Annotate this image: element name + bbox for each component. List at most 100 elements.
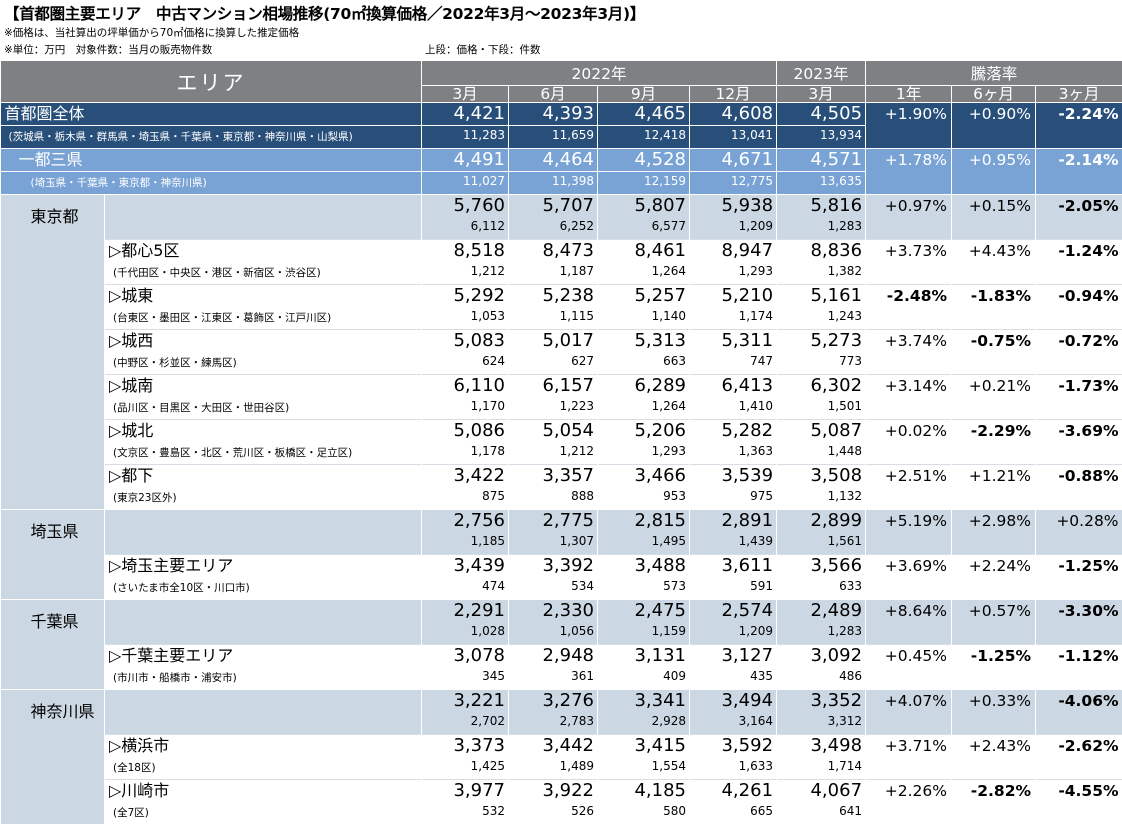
count-cell: 11,027 [422,172,509,195]
subarea-label: ▷城南 [105,375,422,398]
count-cell: 1,293 [598,442,690,465]
subarea-sublabel: (千代田区・中央区・港区・新宿区・渋谷区) [105,262,422,285]
count-cell: 1,554 [598,757,690,780]
area-label: 一都三県 [1,149,422,172]
price-cell: 4,505 [777,103,866,126]
change-rate-cell: +0.02% [866,420,952,465]
price-cell: 5,086 [422,420,509,443]
count-cell: 2,783 [509,712,598,735]
price-cell: 5,282 [690,420,777,443]
count-cell: 1,185 [422,532,509,555]
change-rate-cell: -1.73% [1036,375,1122,420]
change-rate-cell: +4.07% [866,690,952,735]
change-rate-cell: +0.28% [1036,510,1122,555]
header-area: エリア [1,61,422,103]
change-rate-cell: +2.24% [952,555,1036,600]
change-rate-cell: +0.21% [952,375,1036,420]
price-cell: 5,807 [598,195,690,218]
count-cell: 345 [422,667,509,690]
price-cell: 3,566 [777,555,866,578]
change-rate-cell: +0.33% [952,690,1036,735]
change-rate-cell: +2.51% [866,465,952,510]
count-cell: 1,174 [690,307,777,330]
change-rate-cell: +8.64% [866,600,952,645]
price-cell: 2,330 [509,600,598,623]
count-cell: 526 [509,802,598,824]
price-cell: 8,461 [598,240,690,263]
count-cell: 1,159 [598,622,690,645]
label-spacer [105,510,422,533]
count-cell: 1,501 [777,397,866,420]
price-cell: 5,760 [422,195,509,218]
price-cell: 2,815 [598,510,690,533]
count-cell: 641 [777,802,866,824]
price-cell: 3,276 [509,690,598,713]
header-month: 9月 [598,86,690,103]
header-period: 6ヶ月 [952,86,1036,103]
change-rate-cell: +0.95% [952,149,1036,195]
change-rate-cell: +1.78% [866,149,952,195]
change-rate-cell: +2.98% [952,510,1036,555]
price-cell: 3,592 [690,735,777,758]
count-cell: 624 [422,352,509,375]
subarea-sublabel: (全7区) [105,802,422,824]
price-cell: 3,415 [598,735,690,758]
count-cell: 3,312 [777,712,866,735]
change-rate-cell: +3.74% [866,330,952,375]
price-cell: 5,273 [777,330,866,353]
change-rate-cell: -3.30% [1036,600,1122,645]
price-cell: 3,442 [509,735,598,758]
price-cell: 5,087 [777,420,866,443]
change-rate-cell: +3.73% [866,240,952,285]
change-rate-cell: +1.21% [952,465,1036,510]
price-cell: 6,289 [598,375,690,398]
change-rate-cell: -1.12% [1036,645,1122,690]
header-change-rate: 騰落率 [866,61,1122,86]
count-cell: 534 [509,577,598,600]
price-cell: 5,938 [690,195,777,218]
count-cell: 6,577 [598,217,690,240]
price-cell: 2,775 [509,510,598,533]
change-rate-cell: +3.14% [866,375,952,420]
count-cell: 532 [422,802,509,824]
count-cell: 1,209 [690,622,777,645]
label-spacer [105,532,422,555]
count-cell: 1,209 [690,217,777,240]
price-cell: 2,891 [690,510,777,533]
price-cell: 3,221 [422,690,509,713]
count-cell: 665 [690,802,777,824]
price-cell: 4,261 [690,780,777,803]
price-cell: 3,539 [690,465,777,488]
subarea-label: ▷都心5区 [105,240,422,263]
change-rate-cell: +4.43% [952,240,1036,285]
price-cell: 3,494 [690,690,777,713]
count-cell: 11,659 [509,126,598,149]
price-cell: 3,092 [777,645,866,668]
count-cell: 1,264 [598,397,690,420]
price-cell: 4,671 [690,149,777,172]
count-cell: 1,425 [422,757,509,780]
count-cell: 1,439 [690,532,777,555]
subarea-label: ▷城東 [105,285,422,308]
price-cell: 4,185 [598,780,690,803]
count-cell: 888 [509,487,598,510]
price-cell: 5,054 [509,420,598,443]
header-year-2023: 2023年 [777,61,866,86]
price-cell: 3,922 [509,780,598,803]
price-cell: 5,161 [777,285,866,308]
subarea-label: ▷城北 [105,420,422,443]
count-cell: 1,264 [598,262,690,285]
count-cell: 975 [690,487,777,510]
price-cell: 4,067 [777,780,866,803]
label-spacer [105,217,422,240]
price-cell: 5,292 [422,285,509,308]
count-cell: 773 [777,352,866,375]
price-cell: 3,078 [422,645,509,668]
price-cell: 2,489 [777,600,866,623]
change-rate-cell: -4.06% [1036,690,1122,735]
price-cell: 3,611 [690,555,777,578]
